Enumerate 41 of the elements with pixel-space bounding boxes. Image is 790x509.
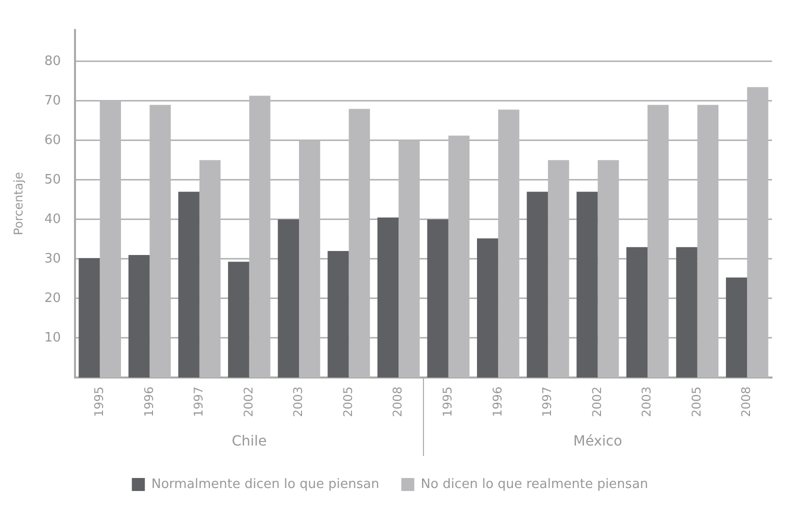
bar (128, 254, 150, 378)
x-tick-label: 2008 (739, 386, 754, 418)
x-tick-label: 1995 (440, 386, 454, 418)
x-tick-label: 2002 (241, 386, 256, 418)
x-tick-label: 2003 (640, 386, 654, 418)
y-tick-label: 80 (44, 54, 61, 69)
y-tick-label: 20 (44, 290, 61, 306)
bar (178, 192, 200, 378)
x-tick-label: 1996 (490, 386, 504, 418)
x-tick-label: 2005 (689, 386, 704, 418)
bar (626, 247, 648, 378)
text: Chile (232, 434, 267, 450)
x-tick-label: 1997 (540, 386, 554, 418)
y-axis-title: Porcentaje (11, 172, 26, 236)
bar (377, 217, 399, 378)
y-tick-label: 60 (44, 132, 61, 148)
bar (526, 192, 548, 378)
y-tick-label: 40 (44, 212, 61, 227)
legend-label: Normalmente dicen lo que piensan (151, 476, 380, 492)
bar (278, 219, 299, 378)
x-tick-label: 2005 (340, 386, 355, 418)
x-tick-label: 1997 (192, 386, 206, 418)
y-tick-label: 10 (44, 330, 61, 346)
bar (676, 247, 698, 378)
bar (78, 258, 100, 378)
legend-label: No dicen lo que realmente piensan (420, 476, 648, 492)
x-tick-label: 2002 (590, 386, 604, 418)
x-tick-label: 1996 (142, 386, 156, 418)
y-tick-label: 30 (44, 251, 61, 266)
bar (576, 192, 598, 378)
bar (328, 251, 349, 378)
y-tick-label: 70 (44, 93, 61, 108)
text: México (573, 434, 622, 450)
x-tick-label: 1995 (92, 386, 106, 418)
x-tick-label: 2008 (390, 386, 405, 418)
bar (476, 238, 498, 378)
bar (726, 278, 748, 378)
y-tick-label: 50 (44, 172, 61, 188)
x-tick-label: 2003 (291, 386, 306, 418)
bar (228, 262, 250, 378)
bar (427, 219, 448, 378)
